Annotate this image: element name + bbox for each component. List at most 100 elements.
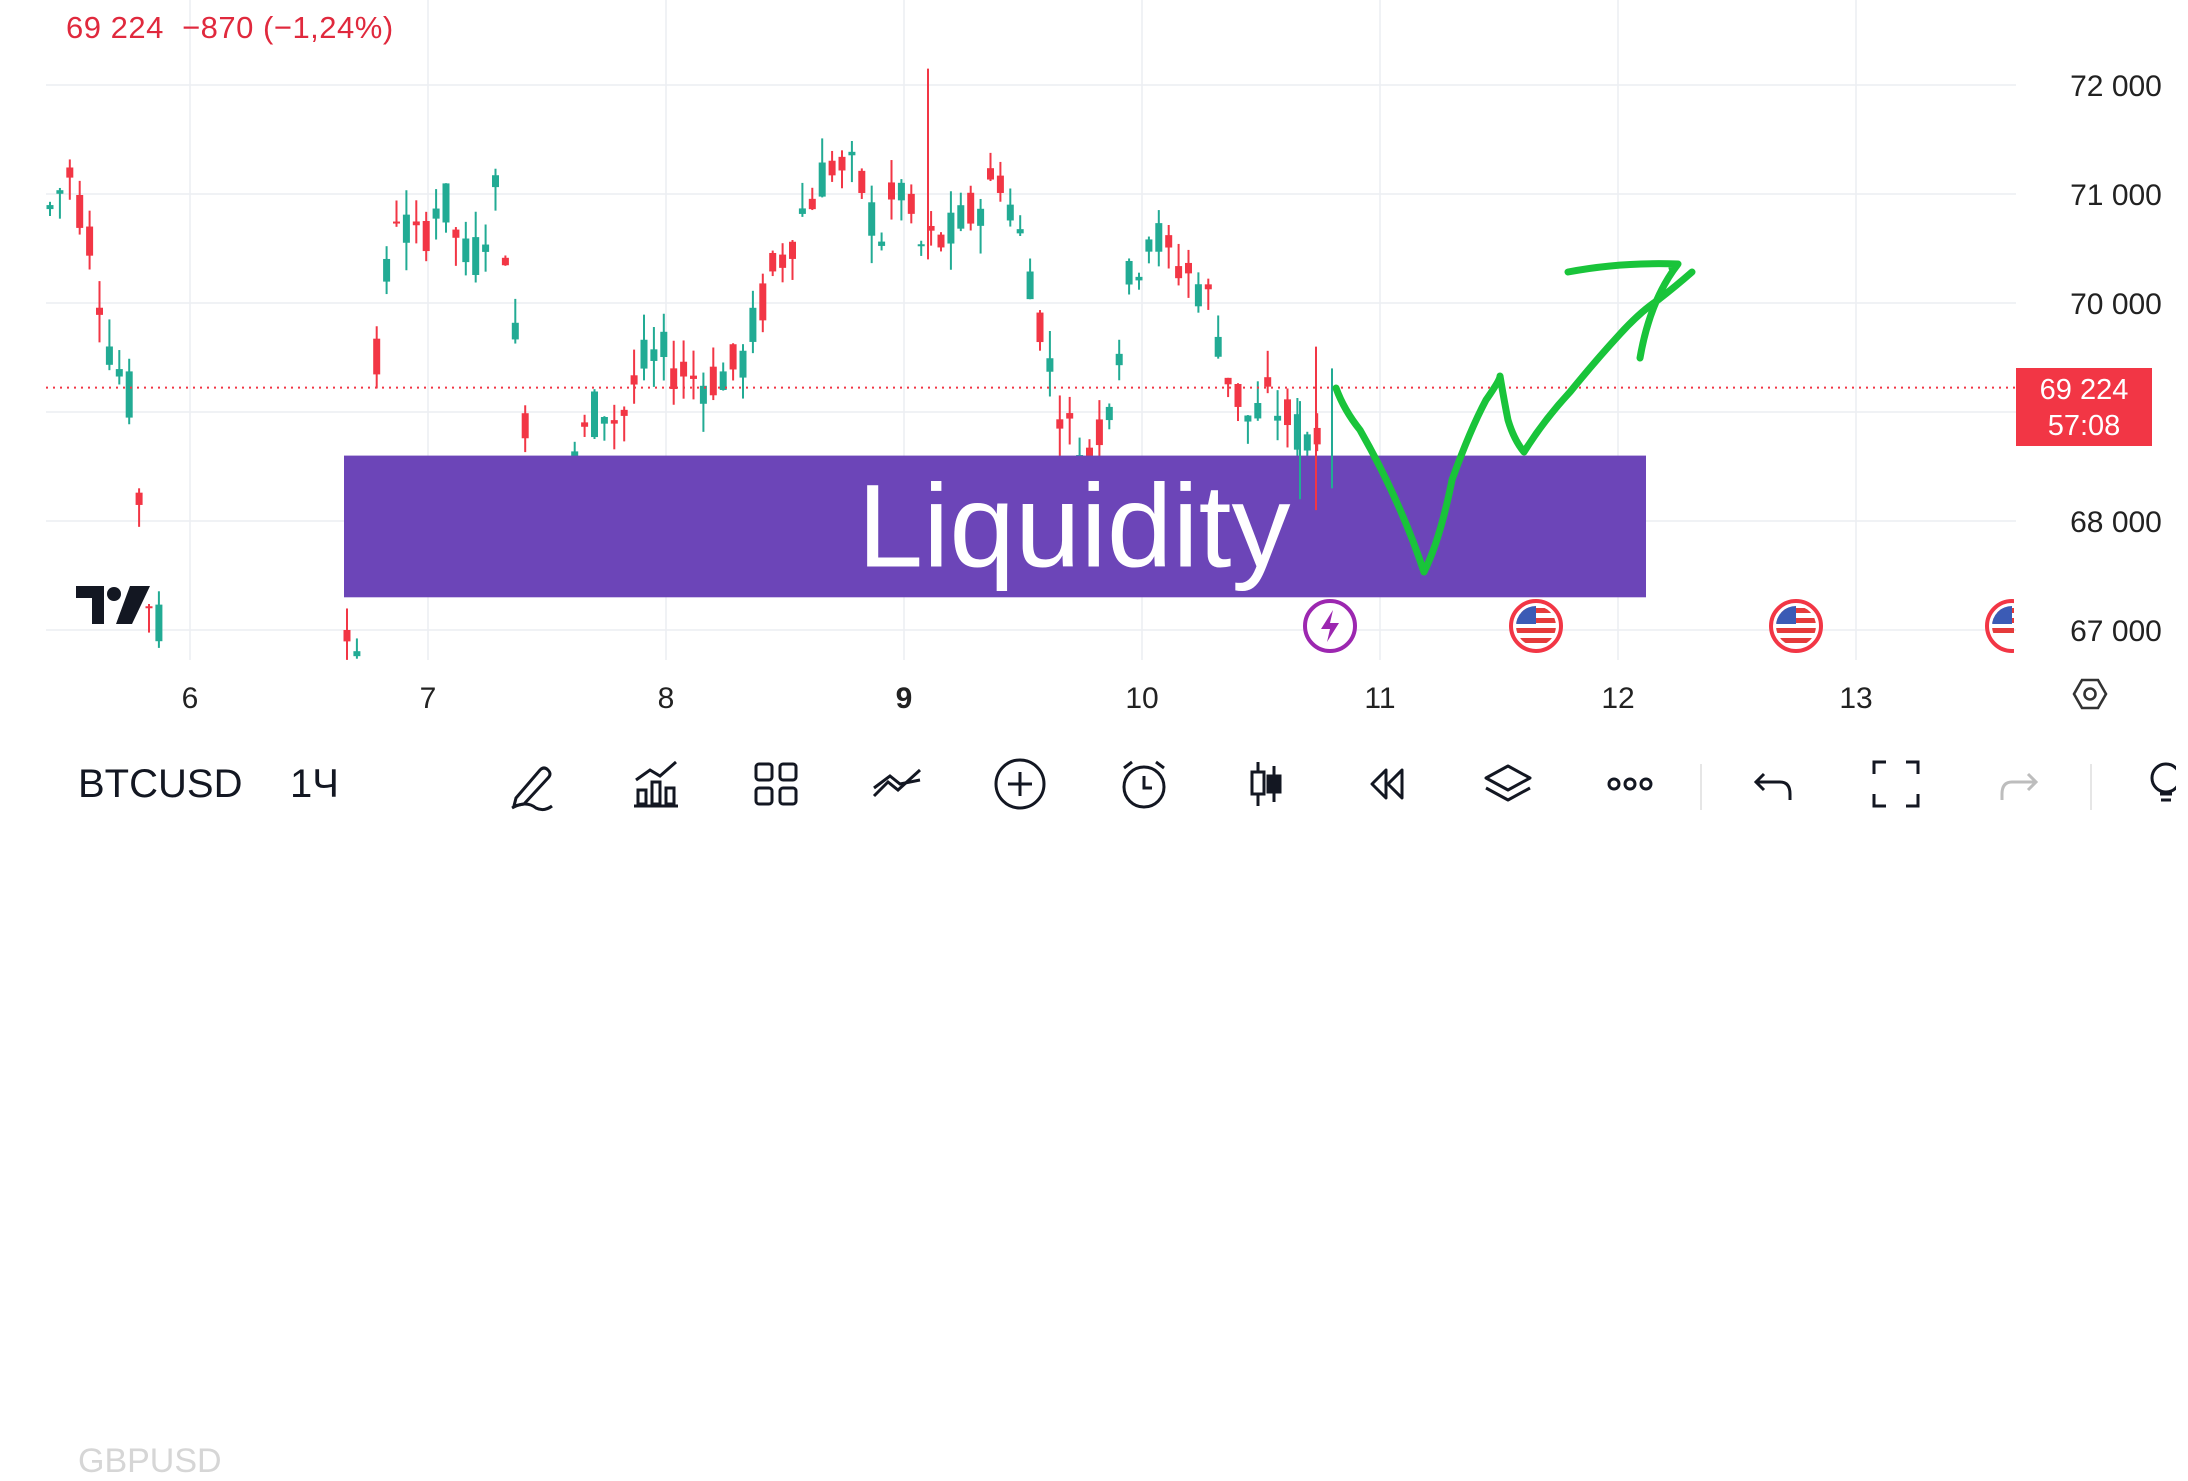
candle-body bbox=[66, 167, 74, 178]
time-axis-tick: 12 bbox=[1601, 682, 1634, 715]
add-icon[interactable] bbox=[990, 754, 1050, 814]
candle-body bbox=[442, 183, 450, 223]
liquidity-zone-label: Liquidity bbox=[858, 460, 1291, 592]
candle-body bbox=[591, 391, 598, 438]
compare-icon[interactable] bbox=[868, 754, 928, 814]
candle-body bbox=[521, 413, 529, 439]
price-axis-tick: 72 000 bbox=[2070, 70, 2162, 103]
candle-body bbox=[1244, 415, 1252, 422]
candle-body bbox=[749, 307, 757, 342]
us-flag-event-icon[interactable] bbox=[1508, 598, 1564, 654]
candle-body bbox=[610, 420, 618, 424]
candle-body bbox=[412, 221, 420, 226]
price-change-header: 69 224 −870 (−1,24%) bbox=[66, 10, 394, 46]
candle-body bbox=[76, 194, 84, 228]
interval-button[interactable]: 1Ч bbox=[290, 762, 339, 806]
replay-icon[interactable] bbox=[1356, 754, 1416, 814]
time-axis-tick: 6 bbox=[182, 682, 199, 715]
candle-body bbox=[373, 338, 381, 375]
candle-body bbox=[927, 225, 935, 231]
candle-body bbox=[719, 371, 727, 390]
candle-body bbox=[868, 202, 876, 236]
candle-body bbox=[779, 254, 787, 268]
candle-body bbox=[987, 168, 994, 180]
candle-body bbox=[957, 205, 965, 229]
templates-icon[interactable] bbox=[746, 754, 806, 814]
candle-body bbox=[1155, 223, 1163, 252]
symbol-button[interactable]: BTCUSD bbox=[78, 762, 243, 806]
candle-body bbox=[1254, 403, 1262, 419]
candle-body bbox=[907, 193, 915, 214]
fullscreen-icon[interactable] bbox=[1866, 754, 1926, 814]
drawing-brush-icon[interactable] bbox=[502, 754, 562, 814]
candle-body bbox=[492, 175, 499, 188]
price-axis-tick: 68 000 bbox=[2070, 506, 2162, 539]
candle-body bbox=[630, 375, 638, 385]
candle-body bbox=[422, 220, 430, 252]
price-axis-tick: 71 000 bbox=[2070, 179, 2162, 212]
candle-body bbox=[1234, 383, 1242, 407]
candle-body bbox=[383, 258, 391, 282]
redo-icon[interactable] bbox=[1988, 754, 2048, 814]
last-price: 69 224 bbox=[66, 10, 164, 45]
candle-body bbox=[1313, 427, 1321, 445]
time-axis-tick: 11 bbox=[1364, 682, 1395, 715]
candle-body bbox=[462, 238, 470, 263]
candle-body bbox=[452, 229, 460, 238]
current-price-label: 69 224 57:08 bbox=[2016, 368, 2152, 446]
indicators-icon[interactable] bbox=[626, 754, 686, 814]
time-axis-tick: 13 bbox=[1839, 682, 1872, 715]
candle-body bbox=[393, 221, 400, 224]
time-axis-tick: 7 bbox=[420, 682, 437, 715]
chart-settings-icon[interactable] bbox=[2072, 676, 2108, 712]
candle-body bbox=[1086, 447, 1093, 463]
candle-body bbox=[135, 492, 143, 505]
alert-icon[interactable] bbox=[1114, 754, 1174, 814]
layers-icon[interactable] bbox=[1478, 754, 1538, 814]
candle-body bbox=[402, 214, 410, 243]
lightbulb-icon[interactable] bbox=[2136, 754, 2176, 814]
us-flag-event-icon[interactable] bbox=[1984, 598, 2014, 654]
chart-type-icon[interactable] bbox=[1236, 754, 1296, 814]
price-change-percent: (−1,24%) bbox=[263, 10, 394, 45]
candle-body bbox=[1264, 377, 1272, 387]
candle-body bbox=[105, 346, 113, 365]
candle-body bbox=[501, 257, 509, 266]
chart-area[interactable]: 72 000 71 000 70 000 68 000 67 000 6 7 8 9 10 11 12… bbox=[0, 0, 2188, 720]
candle-body bbox=[729, 344, 737, 370]
lightning-event-icon[interactable] bbox=[1302, 598, 1358, 654]
candle-body bbox=[115, 369, 123, 377]
candle-body bbox=[511, 322, 519, 340]
candle-body bbox=[897, 182, 905, 201]
candle-body bbox=[699, 385, 707, 404]
candle-body bbox=[917, 244, 925, 247]
price-axis-tick: 67 000 bbox=[2070, 615, 2162, 648]
candle-body bbox=[432, 208, 440, 219]
more-icon[interactable] bbox=[1600, 754, 1660, 814]
candle-body bbox=[739, 350, 747, 378]
candle-body bbox=[1095, 419, 1103, 446]
candle-body bbox=[1135, 276, 1143, 281]
candle-body bbox=[808, 198, 816, 210]
us-flag-event-icon[interactable] bbox=[1768, 598, 1824, 654]
toolbar-divider bbox=[1700, 764, 1702, 810]
candle-body bbox=[56, 190, 64, 194]
candle-body bbox=[1115, 353, 1123, 366]
undo-icon[interactable] bbox=[1744, 754, 1804, 814]
candle-body bbox=[937, 234, 945, 248]
candle-body bbox=[1214, 336, 1222, 357]
candle-body bbox=[1293, 414, 1301, 450]
candle-body bbox=[848, 151, 856, 156]
price-axis-tick: 70 000 bbox=[2070, 288, 2162, 321]
liquidity-zone bbox=[344, 455, 1646, 598]
candle-body bbox=[1046, 358, 1054, 372]
price-chart[interactable]: 72 000 71 000 70 000 68 000 67 000 6 7 8 9 10 11 12… bbox=[0, 0, 2188, 720]
tradingview-logo-icon bbox=[76, 586, 150, 624]
time-axis-tick: 9 bbox=[896, 682, 913, 715]
candle-body bbox=[1284, 399, 1291, 426]
candle-body bbox=[46, 205, 54, 210]
candle-body bbox=[1066, 413, 1074, 419]
current-price-value: 69 224 bbox=[2039, 374, 2129, 406]
candle-body bbox=[353, 651, 361, 657]
candle-body bbox=[343, 629, 351, 642]
